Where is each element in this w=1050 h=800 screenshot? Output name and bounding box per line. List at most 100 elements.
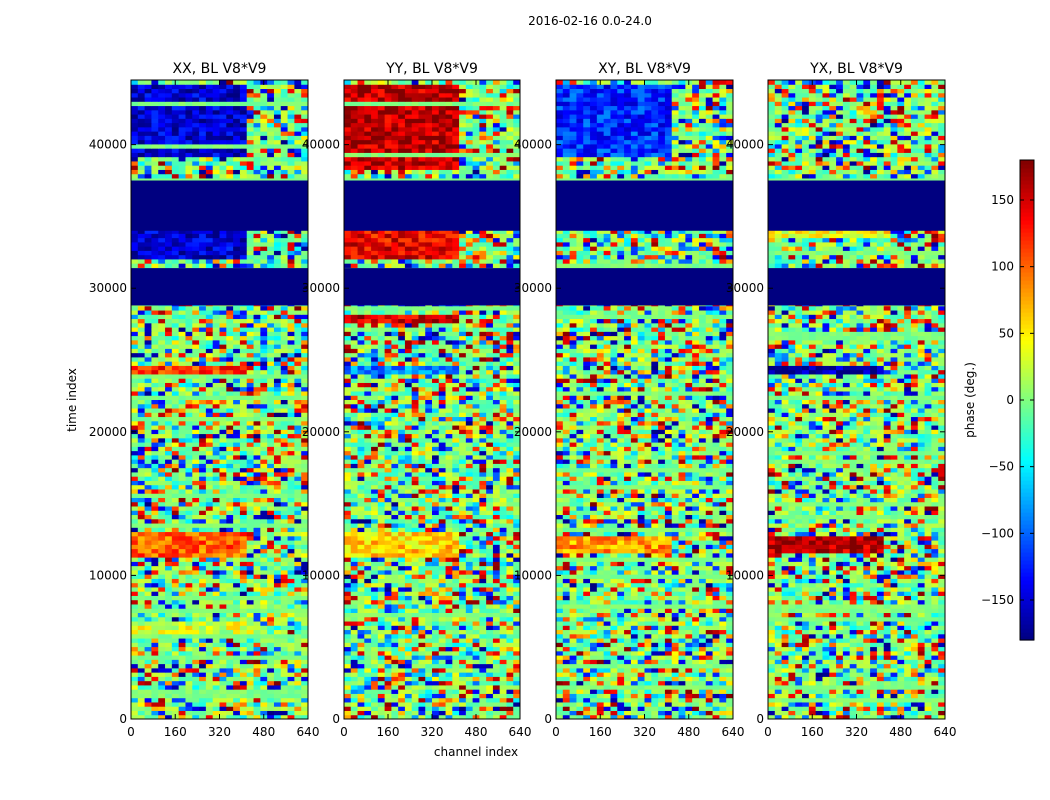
heatmap-cell — [219, 484, 227, 490]
heatmap-cell — [205, 403, 214, 409]
heatmap-cell — [192, 408, 200, 413]
heatmap-cell — [280, 390, 289, 396]
heatmap-cell — [280, 408, 289, 413]
heatmap-cell — [165, 92, 173, 98]
heatmap-cell — [151, 629, 159, 635]
heatmap-cell — [199, 318, 207, 324]
heatmap-cell — [137, 386, 146, 392]
heatmap-cell — [499, 663, 507, 669]
heatmap-cell — [371, 467, 379, 473]
heatmap-cell — [301, 97, 308, 102]
heatmap-cell — [273, 497, 282, 503]
heatmap-cell — [280, 318, 289, 324]
heatmap-cell — [253, 148, 261, 153]
heatmap-cell — [452, 557, 460, 562]
heatmap-cell — [192, 143, 200, 149]
heatmap-cell — [404, 655, 413, 660]
heatmap-cell — [192, 246, 200, 251]
heatmap-cell — [158, 540, 166, 545]
heatmap-cell — [357, 629, 365, 635]
heatmap-cell — [492, 676, 501, 682]
heatmap-cell — [165, 680, 173, 686]
heatmap-cell — [479, 561, 487, 567]
heatmap-cell — [185, 701, 193, 707]
heatmap-cell — [192, 399, 200, 405]
heatmap-cell — [344, 501, 352, 507]
heatmap-cell — [465, 684, 474, 690]
heatmap-cell — [418, 655, 426, 660]
heatmap-cell — [205, 574, 214, 579]
heatmap-cell — [273, 535, 282, 541]
heatmap-cell — [506, 633, 514, 639]
heatmap-cell — [301, 395, 308, 400]
heatmap-cell — [391, 676, 399, 682]
heatmap-cell — [267, 701, 275, 707]
heatmap-cell — [205, 327, 214, 332]
heatmap-cell — [301, 531, 308, 537]
heatmap-cell — [171, 314, 180, 320]
heatmap-cell — [131, 518, 139, 524]
heatmap-cell — [404, 480, 413, 486]
heatmap-cell — [377, 633, 386, 639]
heatmap-cell — [253, 442, 261, 447]
heatmap-cell — [486, 621, 494, 626]
heatmap-cell — [178, 335, 186, 341]
heatmap-cell — [267, 582, 275, 588]
heatmap-cell — [280, 608, 289, 613]
heatmap-cell — [513, 535, 520, 541]
heatmap-cell — [364, 548, 372, 554]
heatmap-cell — [239, 258, 248, 264]
heatmap-cell — [411, 497, 419, 503]
heatmap-cell — [377, 629, 386, 635]
heatmap-cell — [492, 548, 501, 554]
heatmap-cell — [404, 523, 413, 528]
heatmap-cell — [267, 603, 275, 609]
heatmap-cell — [144, 331, 152, 337]
heatmap-cell — [199, 663, 207, 669]
heatmap-cell — [185, 412, 193, 418]
heatmap-cell — [185, 506, 193, 511]
heatmap-cell — [418, 684, 426, 690]
heatmap-cell — [445, 591, 453, 596]
heatmap-cell — [364, 527, 372, 533]
heatmap-cell — [445, 638, 453, 643]
heatmap-cell — [178, 608, 186, 613]
heatmap-cell — [344, 548, 352, 554]
heatmap-cell — [205, 535, 214, 541]
heatmap-cell — [219, 254, 227, 260]
heatmap-cell — [280, 395, 289, 400]
heatmap-cell — [144, 714, 152, 719]
heatmap-cell — [479, 540, 487, 545]
heatmap-cell — [486, 518, 494, 524]
heatmap-cell — [260, 535, 268, 541]
heatmap-cell — [199, 676, 207, 682]
heatmap-cell — [391, 544, 399, 550]
heatmap-cell — [486, 633, 494, 639]
heatmap-cell — [199, 680, 207, 686]
heatmap-cell — [158, 655, 166, 660]
heatmap-cell — [212, 693, 220, 699]
heatmap-cell — [144, 254, 152, 260]
heatmap-cell — [499, 603, 507, 609]
heatmap-cell — [432, 488, 440, 494]
heatmap-cell — [418, 693, 426, 699]
heatmap-cell — [267, 263, 275, 268]
heatmap-cell — [391, 471, 399, 477]
heatmap-cell — [267, 569, 275, 575]
heatmap-cell — [301, 322, 308, 328]
heatmap-cell — [131, 131, 139, 136]
heatmap-cell — [391, 467, 399, 473]
heatmap-cell — [398, 565, 406, 571]
heatmap-cell — [499, 565, 507, 571]
heatmap-cell — [212, 710, 220, 716]
heatmap-cell — [280, 348, 289, 354]
heatmap-cell — [192, 148, 200, 153]
heatmap-cell — [158, 531, 166, 537]
heatmap-cell — [158, 663, 166, 669]
heatmap-cell — [499, 476, 507, 481]
heatmap-cell — [233, 318, 241, 324]
heatmap-cell — [212, 386, 220, 392]
heatmap-cell — [350, 638, 359, 643]
heatmap-cell — [212, 586, 220, 592]
heatmap-cell — [253, 131, 261, 136]
